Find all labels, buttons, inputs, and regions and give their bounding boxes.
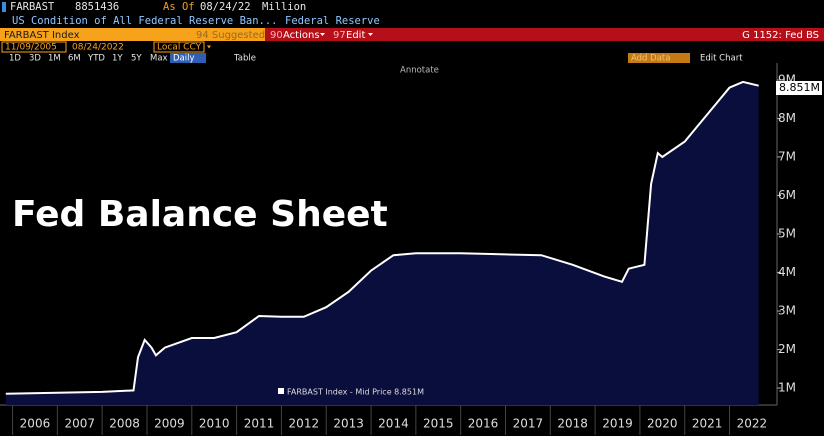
y-tick-label: 5M <box>778 227 796 241</box>
chart-title: Fed Balance Sheet <box>12 194 388 235</box>
x-tick-label: 2015 <box>423 417 454 431</box>
x-tick-label: 2007 <box>64 417 95 431</box>
action-bar <box>265 28 824 41</box>
annotate[interactable]: Annotate <box>400 66 439 76</box>
x-tick-label: 2013 <box>333 417 364 431</box>
frequency-box <box>170 53 206 63</box>
y-tick-label: 1M <box>778 381 796 395</box>
actions-code: 90 <box>270 30 283 41</box>
start-date[interactable]: 11/09/2005 <box>5 43 57 53</box>
x-tick-label: 2006 <box>20 417 51 431</box>
ticker: FARBAST <box>10 1 55 13</box>
price-label: 8.851M <box>779 81 820 94</box>
x-tick-label: 2021 <box>692 417 723 431</box>
suggested[interactable]: 94 Suggested Charts <box>196 30 301 41</box>
x-tick-label: 2016 <box>468 417 499 431</box>
dropdown-arrow <box>320 33 325 36</box>
y-tick-label: 8M <box>778 111 796 125</box>
ranges: 1D 3D 1M 6M YTD 1Y 5Y Max <box>9 54 168 64</box>
units: Million <box>262 1 306 13</box>
add-data[interactable]: Add Data <box>631 54 670 64</box>
legend-swatch <box>278 388 284 394</box>
security[interactable]: FARBAST Index <box>4 30 80 41</box>
x-tick-label: 2022 <box>737 417 768 431</box>
line <box>5 80 759 395</box>
range[interactable]: 1Y <box>112 54 123 64</box>
actions[interactable]: Actions <box>283 30 320 41</box>
description: US Condition of All Federal Reserve Ban.… <box>12 15 278 27</box>
dropdown-arrow <box>207 45 211 49</box>
x-tick-label: 2019 <box>602 417 633 431</box>
x-tick-label: 2020 <box>647 417 678 431</box>
edit-code: 97 <box>333 30 346 41</box>
area <box>5 81 759 406</box>
range[interactable]: 1D <box>9 54 21 64</box>
security-bar <box>0 28 265 41</box>
edit-chart[interactable]: Edit Chart <box>700 54 743 64</box>
x-tick-label: 2014 <box>378 417 409 431</box>
x-tick-label: 2017 <box>513 417 544 431</box>
range[interactable]: 5Y <box>131 54 142 64</box>
date-box <box>1 41 67 53</box>
x-tick-label: 2009 <box>154 417 185 431</box>
marker <box>2 2 6 12</box>
range[interactable]: 6M <box>68 54 81 64</box>
x-tick-label: 2011 <box>244 417 275 431</box>
value: 8851436 <box>75 1 119 13</box>
y-tick-label: 6M <box>778 188 796 202</box>
frequency[interactable]: Daily <box>173 54 195 64</box>
y-tick-label: 4M <box>778 265 796 279</box>
add-data-box <box>628 53 690 63</box>
as-of-date: 08/24/22 <box>200 1 251 13</box>
x-tick-label: 2012 <box>289 417 320 431</box>
x-tick-label: 2008 <box>109 417 140 431</box>
table[interactable]: Table <box>233 54 256 64</box>
page-name: G 1152: Fed BS <box>742 30 819 41</box>
range[interactable]: 1M <box>48 54 61 64</box>
currency-box <box>153 41 205 53</box>
dropdown-arrow <box>368 33 373 36</box>
price-box <box>776 81 822 95</box>
range[interactable]: YTD <box>87 54 105 64</box>
range[interactable]: 3D <box>29 54 41 64</box>
source: Federal Reserve <box>285 15 380 27</box>
range[interactable]: Max <box>150 54 168 64</box>
currency[interactable]: Local CCY <box>157 43 202 53</box>
as-of: As Of <box>163 1 195 13</box>
x-tick-label: 2018 <box>557 417 588 431</box>
end-date[interactable]: 08/24/2022 <box>72 43 124 53</box>
edit[interactable]: Edit <box>346 30 365 41</box>
y-tick-label: 2M <box>778 342 796 356</box>
y-tick-label: 3M <box>778 304 796 318</box>
x-tick-label: 2010 <box>199 417 230 431</box>
legend-entry: FARBAST Index - Mid Price 8.851M <box>287 388 424 397</box>
y-tick-label: 7M <box>778 149 796 163</box>
